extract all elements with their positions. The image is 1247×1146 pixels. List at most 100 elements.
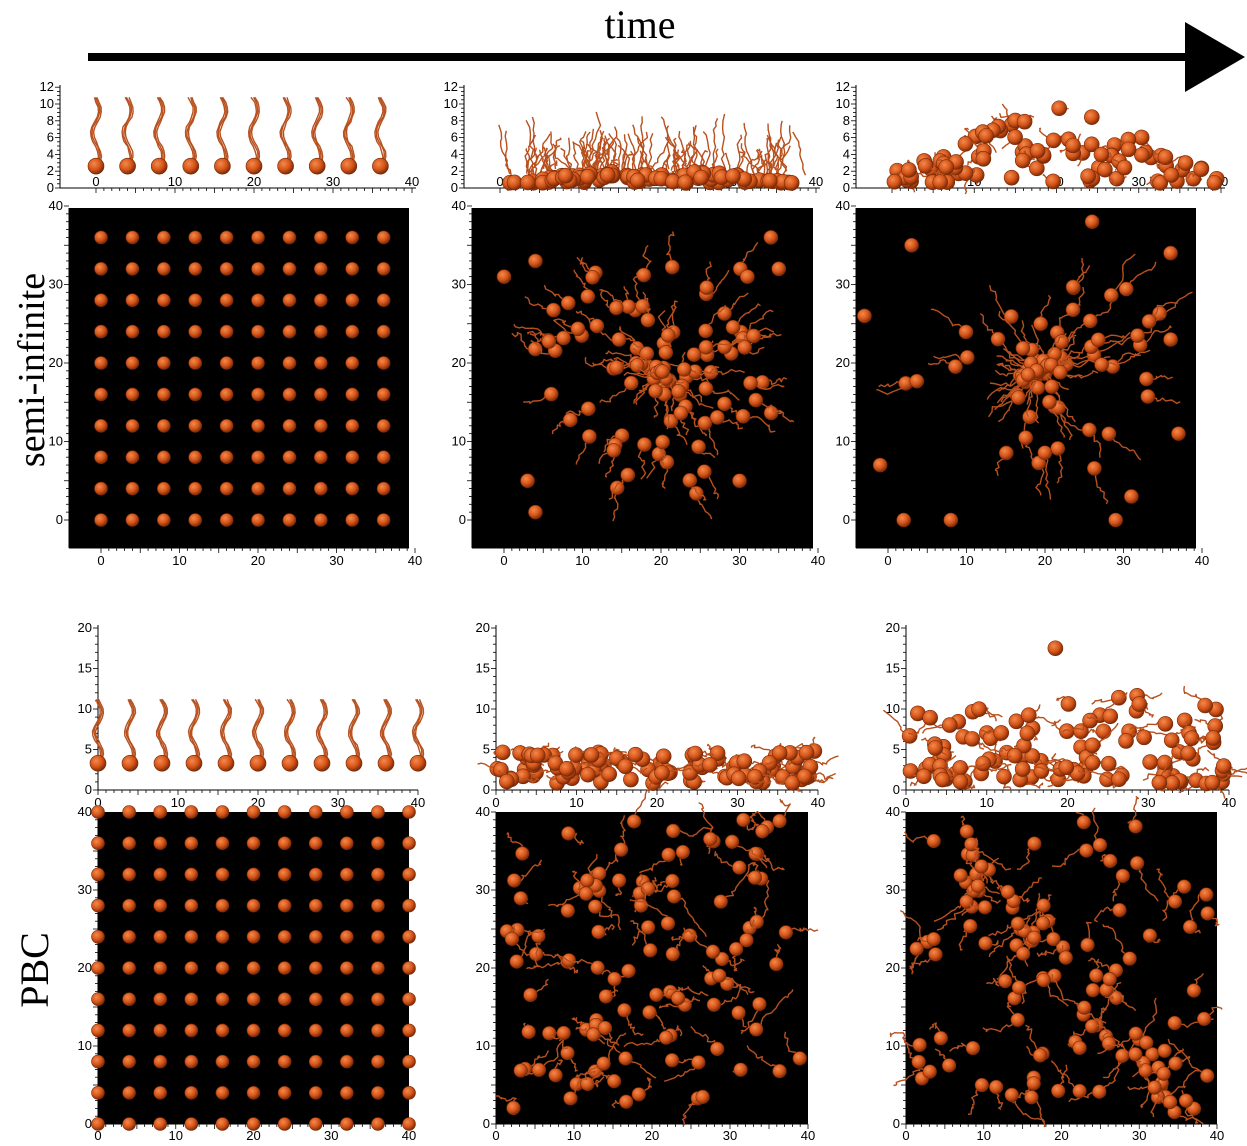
bead	[246, 898, 261, 913]
polymer-chain	[253, 699, 263, 764]
bead	[219, 481, 234, 496]
bead	[691, 439, 706, 455]
bead	[902, 763, 919, 779]
bead	[91, 929, 105, 944]
bead	[188, 261, 202, 276]
bead	[282, 293, 297, 308]
bead	[698, 323, 713, 339]
polymer-chain	[1051, 386, 1076, 423]
bead	[499, 773, 515, 790]
polymer-chain	[413, 698, 423, 764]
bead	[710, 1041, 725, 1056]
polymer-chain	[186, 97, 196, 167]
bead	[122, 867, 136, 882]
bead	[1032, 1048, 1048, 1063]
bead	[1163, 332, 1178, 347]
bead	[637, 437, 652, 452]
bead	[798, 744, 815, 761]
bead	[783, 175, 800, 191]
bead	[1084, 109, 1100, 125]
bead	[277, 929, 292, 944]
x-tick-label: 40	[811, 795, 825, 810]
bead	[1102, 853, 1118, 868]
bead	[531, 1062, 547, 1077]
bead	[1084, 737, 1101, 754]
bead	[1171, 426, 1186, 441]
bead	[277, 157, 294, 175]
bead	[509, 954, 524, 969]
polymer-chain	[1016, 843, 1035, 870]
bead	[1178, 1093, 1194, 1108]
bead	[971, 701, 987, 717]
bead	[1081, 422, 1097, 438]
bead	[698, 339, 714, 355]
bead	[686, 347, 702, 362]
bead	[717, 339, 732, 355]
bead	[1101, 426, 1117, 442]
bead	[219, 261, 234, 276]
polymer-chain	[317, 698, 327, 764]
bead	[1124, 489, 1139, 504]
bead	[1080, 168, 1096, 185]
bead	[277, 1023, 292, 1038]
bead	[251, 450, 265, 465]
bead	[245, 157, 263, 175]
bead	[376, 481, 391, 496]
polymer-chain	[513, 859, 543, 882]
bead	[1036, 898, 1051, 913]
polymer-chain	[285, 698, 295, 764]
bead	[122, 929, 136, 944]
bead	[1142, 928, 1157, 943]
bead	[697, 464, 712, 479]
polymer-chain	[670, 143, 691, 171]
y-tick-label: 0	[47, 180, 54, 195]
bead	[958, 324, 974, 340]
bead	[1092, 1084, 1107, 1099]
bead	[1072, 1040, 1087, 1055]
y-tick-label: 20	[886, 960, 900, 975]
x-tick-label: 0	[92, 174, 99, 189]
polymer-chain	[1102, 924, 1131, 959]
bead	[1156, 1066, 1171, 1081]
bead	[219, 450, 234, 465]
bead	[1108, 512, 1123, 528]
bead	[313, 513, 328, 527]
bead	[1163, 732, 1180, 749]
polymer-chain	[250, 96, 261, 167]
bead	[313, 230, 328, 245]
bead	[122, 1086, 136, 1100]
polymer-chain	[656, 986, 684, 997]
polymer-chain	[1139, 325, 1172, 346]
polymer-chain	[712, 118, 719, 176]
bead	[580, 401, 596, 416]
bead	[1058, 759, 1075, 776]
x-tick-label: 30	[732, 553, 746, 568]
bead	[345, 356, 360, 370]
bead	[655, 434, 670, 450]
x-tick-label: 0	[94, 795, 101, 810]
bead	[731, 1005, 746, 1020]
bead	[735, 408, 751, 424]
polymer-chain	[344, 97, 354, 167]
polymer-chain	[689, 125, 698, 169]
bead	[184, 1054, 199, 1069]
polymer-chain	[94, 698, 105, 764]
y-tick-label: 20	[836, 355, 850, 370]
bead	[215, 929, 230, 944]
y-tick-label: 8	[47, 113, 54, 128]
y-tick-label: 5	[483, 742, 490, 757]
bead	[91, 961, 105, 975]
polymer-chain	[1036, 946, 1064, 957]
polymer-chain	[743, 122, 756, 180]
x-tick-label: 10	[959, 553, 973, 568]
bead	[277, 1054, 292, 1069]
polymer-chain	[720, 864, 750, 903]
bead	[219, 356, 234, 370]
bead	[693, 169, 709, 186]
bead	[1054, 334, 1069, 349]
bead	[122, 1023, 136, 1038]
polymer-chain	[311, 97, 321, 167]
bead	[345, 293, 360, 308]
polymer-chain	[909, 953, 936, 970]
